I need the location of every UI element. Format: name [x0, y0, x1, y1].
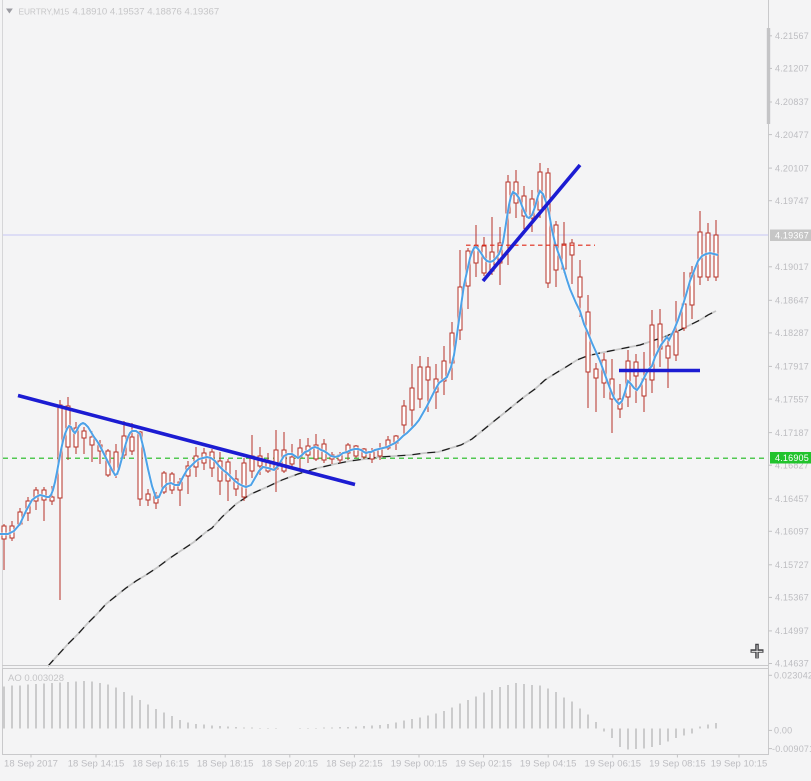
svg-text:4.19747: 4.19747 [775, 196, 809, 206]
svg-text:19 Sep 10:15: 19 Sep 10:15 [711, 759, 768, 770]
svg-text:0.023042: 0.023042 [774, 671, 811, 681]
svg-text:18 Sep 20:15: 18 Sep 20:15 [262, 759, 319, 770]
svg-text:19 Sep 06:15: 19 Sep 06:15 [585, 759, 642, 770]
svg-text:4.15367: 4.15367 [775, 593, 809, 603]
svg-text:4.14997: 4.14997 [775, 626, 809, 636]
svg-text:18 Sep 22:15: 18 Sep 22:15 [326, 759, 383, 770]
svg-text:4.14637: 4.14637 [775, 659, 809, 669]
svg-text:4.16905: 4.16905 [775, 453, 809, 463]
svg-text:4.17187: 4.17187 [775, 428, 809, 438]
svg-text:18 Sep 2017: 18 Sep 2017 [4, 759, 58, 770]
svg-text:4.18287: 4.18287 [775, 328, 809, 338]
svg-text:4.17917: 4.17917 [775, 362, 809, 372]
svg-text:19 Sep 04:15: 19 Sep 04:15 [520, 759, 577, 770]
svg-text:4.21567: 4.21567 [775, 31, 809, 41]
svg-text:EURTRY,M15: EURTRY,M15 [19, 6, 70, 16]
svg-text:18 Sep 16:15: 18 Sep 16:15 [132, 759, 189, 770]
svg-text:4.16827: 4.16827 [775, 460, 809, 470]
svg-text:19 Sep 00:15: 19 Sep 00:15 [391, 759, 448, 770]
svg-text:AO 0.003028: AO 0.003028 [8, 673, 64, 684]
svg-text:19 Sep 02:15: 19 Sep 02:15 [455, 759, 512, 770]
svg-text:4.18647: 4.18647 [775, 296, 809, 306]
svg-text:0.00: 0.00 [774, 726, 792, 736]
svg-text:4.15727: 4.15727 [775, 560, 809, 570]
svg-text:4.17557: 4.17557 [775, 394, 809, 404]
svg-text:4.19367: 4.19367 [775, 231, 809, 241]
svg-text:18 Sep 14:15: 18 Sep 14:15 [68, 759, 125, 770]
svg-text:18 Sep 18:15: 18 Sep 18:15 [197, 759, 254, 770]
svg-text:-0.009071: -0.009071 [772, 744, 811, 754]
svg-text:4.20837: 4.20837 [775, 97, 809, 107]
svg-text:4.21207: 4.21207 [775, 64, 809, 74]
svg-text:4.19017: 4.19017 [775, 262, 809, 272]
svg-text:19 Sep 08:15: 19 Sep 08:15 [649, 759, 706, 770]
svg-text:4.16457: 4.16457 [775, 494, 809, 504]
svg-text:4.20477: 4.20477 [775, 130, 809, 140]
svg-text:4.16097: 4.16097 [775, 527, 809, 537]
svg-text:4.18910 4.19537 4.18876 4.1936: 4.18910 4.19537 4.18876 4.19367 [73, 6, 220, 17]
svg-text:4.20107: 4.20107 [775, 163, 809, 173]
